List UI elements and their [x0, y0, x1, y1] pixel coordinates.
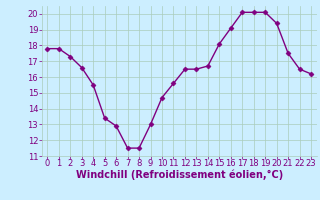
X-axis label: Windchill (Refroidissement éolien,°C): Windchill (Refroidissement éolien,°C) — [76, 170, 283, 180]
